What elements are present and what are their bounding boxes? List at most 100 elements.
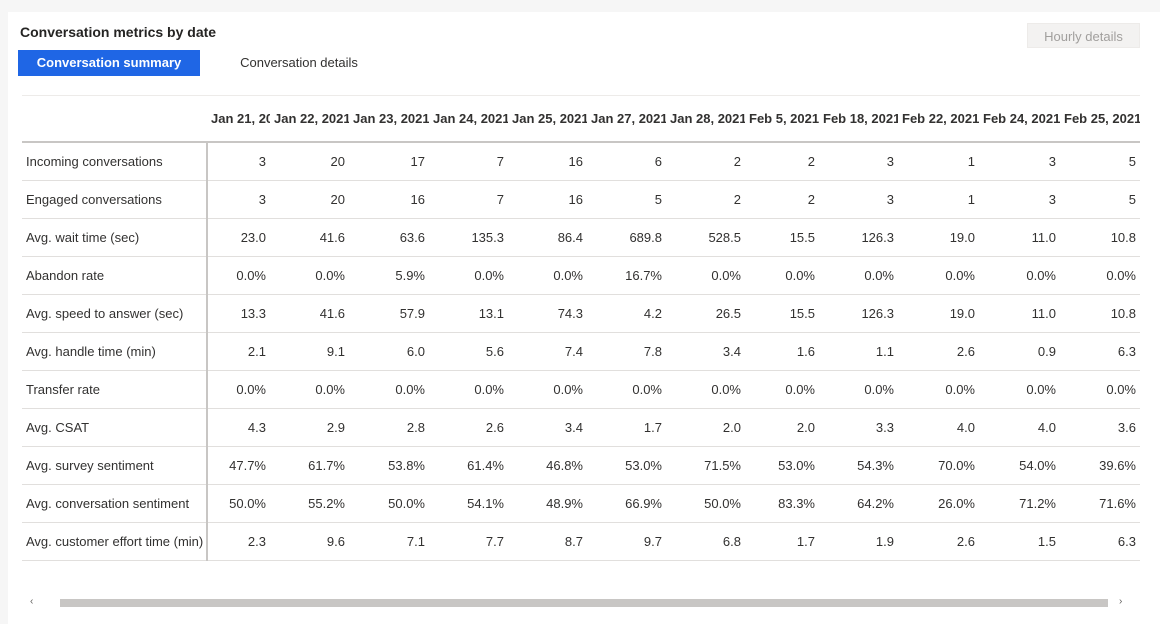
cell: 39.6% xyxy=(1060,446,1140,485)
column-header: Feb 5, 2021 xyxy=(745,95,819,143)
cell: 2.3 xyxy=(207,522,270,561)
cell: 66.9% xyxy=(587,484,666,523)
button[interactable]: Hourly details xyxy=(1027,23,1140,48)
scroll-left[interactable]: ‹ xyxy=(30,596,34,607)
cell: 3 xyxy=(819,142,898,181)
cell: 11.0 xyxy=(979,218,1060,257)
cell: 10.8 xyxy=(1060,218,1140,257)
cell: 4.0 xyxy=(979,408,1060,447)
column-header: Jan 25, 2021 xyxy=(508,95,587,143)
cell: 47.7% xyxy=(207,446,270,485)
scroll-right[interactable]: › xyxy=(1119,596,1123,607)
row-label: Engaged conversations xyxy=(22,180,208,219)
cell: 64.2% xyxy=(819,484,898,523)
cell: 16 xyxy=(508,142,587,181)
cell: 2.0 xyxy=(745,408,819,447)
cell: 528.5 xyxy=(666,218,745,257)
cell: 61.4% xyxy=(429,446,508,485)
cell: 0.0% xyxy=(898,370,979,409)
cell: 1.7 xyxy=(587,408,666,447)
cell: 20 xyxy=(270,180,349,219)
cell: 11.0 xyxy=(979,294,1060,333)
cell: 50.0% xyxy=(349,484,429,523)
table-row: Avg. handle time (min) 2.1 9.1 6.0 5.6 7.4 7.8… xyxy=(22,332,1140,371)
cell: 74.3 xyxy=(508,294,587,333)
cell: 53.8% xyxy=(349,446,429,485)
cell: 0.0% xyxy=(429,256,508,295)
cell: 86.4 xyxy=(508,218,587,257)
column-header: Feb 22, 2021 xyxy=(898,95,979,143)
column-header: Jan 24, 2021 xyxy=(429,95,508,143)
cell: 7.8 xyxy=(587,332,666,371)
cell: 0.0% xyxy=(508,256,587,295)
cell: 0.0% xyxy=(898,256,979,295)
cell: 7.7 xyxy=(429,522,508,561)
column-header: Feb 25, 2021 xyxy=(1060,95,1140,143)
cell: 13.3 xyxy=(207,294,270,333)
cell: 3.6 xyxy=(1060,408,1140,447)
cell: 0.0% xyxy=(270,256,349,295)
cell: 3 xyxy=(207,180,270,219)
cell: 126.3 xyxy=(819,218,898,257)
table-row: Incoming conversations 3 20 17 7 16 6 2 2 3 1 3 5 xyxy=(22,142,1140,181)
row-label: Abandon rate xyxy=(22,256,208,295)
cell: 61.7% xyxy=(270,446,349,485)
cell: 0.0% xyxy=(270,370,349,409)
row-label: Avg. conversation sentiment xyxy=(22,484,208,523)
cell: 2 xyxy=(745,142,819,181)
cell: 23.0 xyxy=(207,218,270,257)
cell: 7.1 xyxy=(349,522,429,561)
cell: 0.0% xyxy=(819,256,898,295)
cell: 57.9 xyxy=(349,294,429,333)
title: Conversation metrics by date xyxy=(20,24,217,40)
cell: 1.1 xyxy=(819,332,898,371)
cell: 3 xyxy=(979,180,1060,219)
cell: 6 xyxy=(587,142,666,181)
cell: 7 xyxy=(429,180,508,219)
cell: 6.3 xyxy=(1060,522,1140,561)
cell: 7 xyxy=(429,142,508,181)
cell: 4.3 xyxy=(207,408,270,447)
tab[interactable]: Conversation summary xyxy=(18,50,200,76)
tab[interactable]: Conversation details xyxy=(240,55,358,70)
table-row: Abandon rate 0.0% 0.0% 5.9% 0.0% 0.0% 16.7% 0.0… xyxy=(22,256,1140,295)
cell: 0.0% xyxy=(1060,256,1140,295)
column-header: Feb 18, 2021 xyxy=(819,95,898,143)
cell: 15.5 xyxy=(745,294,819,333)
cell: 2.6 xyxy=(898,522,979,561)
cell: 3.4 xyxy=(666,332,745,371)
column-header: Feb 24, 2021 xyxy=(979,95,1060,143)
column-header: Jan 23, 2021 xyxy=(349,95,429,143)
cell: 5.9% xyxy=(349,256,429,295)
row-label: Incoming conversations xyxy=(22,142,208,181)
cell: 5 xyxy=(1060,142,1140,181)
cell: 6.8 xyxy=(666,522,745,561)
cell: 6.0 xyxy=(349,332,429,371)
row-label: Transfer rate xyxy=(22,370,208,409)
cell: 689.8 xyxy=(587,218,666,257)
cell: 2.8 xyxy=(349,408,429,447)
cell: 16 xyxy=(349,180,429,219)
cell: 50.0% xyxy=(207,484,270,523)
cell: 7.4 xyxy=(508,332,587,371)
cell: 20 xyxy=(270,142,349,181)
cell: 17 xyxy=(349,142,429,181)
cell: 41.6 xyxy=(270,218,349,257)
cell: 2.0 xyxy=(666,408,745,447)
cell: 71.5% xyxy=(666,446,745,485)
cell: 5 xyxy=(587,180,666,219)
table-row: Avg. customer effort time (min) 2.3 9.6 7.1… xyxy=(22,522,1140,561)
cell: 0.9 xyxy=(979,332,1060,371)
cell: 26.5 xyxy=(666,294,745,333)
cell: 41.6 xyxy=(270,294,349,333)
table-row: Avg. conversation sentiment 50.0% 55.2% 50.… xyxy=(22,484,1140,523)
cell: 48.9% xyxy=(508,484,587,523)
cell: 4.0 xyxy=(898,408,979,447)
row-label: Avg. survey sentiment xyxy=(22,446,208,485)
cell: 1 xyxy=(898,180,979,219)
cell: 55.2% xyxy=(270,484,349,523)
scrollbar-thumb[interactable] xyxy=(60,599,1108,607)
table-row: Avg. CSAT 4.3 2.9 2.8 2.6 3.4 1.7 2.0 2.0 3.3 4.0 4… xyxy=(22,408,1140,447)
cell: 16 xyxy=(508,180,587,219)
